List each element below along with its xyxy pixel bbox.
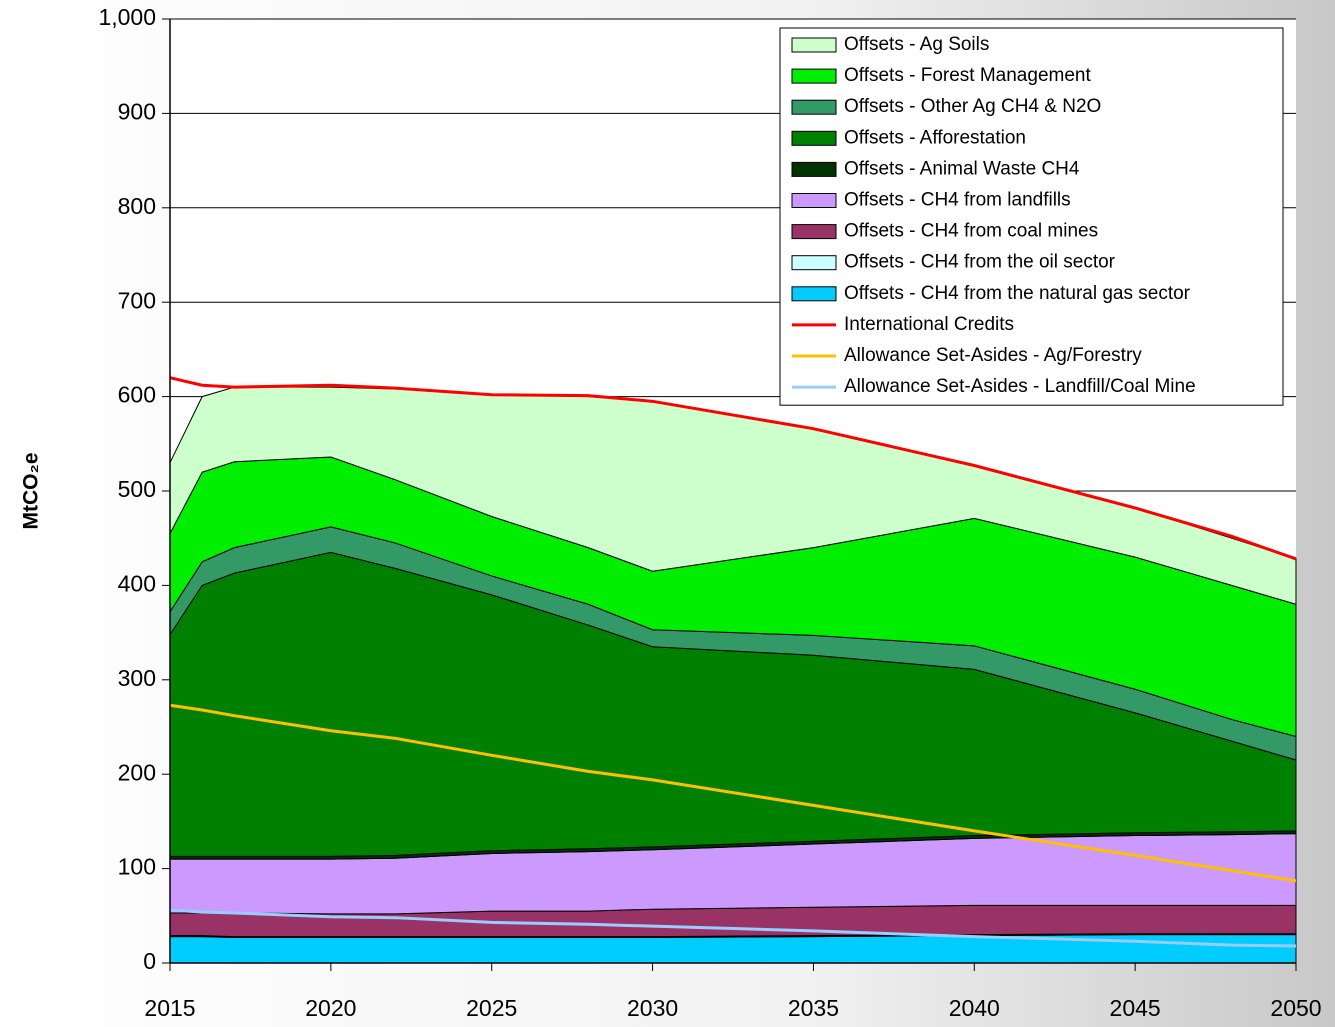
legend-label: Offsets - Animal Waste CH4: [844, 158, 1080, 179]
legend-label: Offsets - Forest Management: [844, 65, 1091, 86]
legend-swatch: [791, 161, 837, 177]
y-tick-label: 100: [118, 854, 156, 880]
x-tick-label: 2040: [949, 995, 1000, 1021]
legend-label: Offsets - CH4 from coal mines: [844, 221, 1098, 242]
line: [169, 376, 1297, 561]
legend-box: [779, 27, 1284, 406]
legend-label: Allowance Set-Asides - Ag/Forestry: [844, 345, 1142, 366]
legend-swatch: [791, 130, 837, 146]
line: [169, 908, 1297, 948]
y-tick-label: 0: [143, 948, 156, 974]
legend-label: International Credits: [844, 314, 1014, 335]
legend-swatch: [791, 193, 837, 208]
legend-swatch: [791, 286, 837, 302]
y-axis-label: MtCO₂e: [20, 453, 43, 530]
legend-swatch: [791, 224, 837, 240]
legend-label: Offsets - CH4 from the natural gas secto…: [844, 283, 1191, 304]
y-tick-label: 700: [118, 287, 156, 313]
area: [169, 934, 1297, 964]
line: [169, 703, 1297, 883]
legend-label: Offsets - Afforestation: [844, 127, 1026, 148]
legend-label: Offsets - Ag Soils: [844, 34, 989, 55]
y-tick-label: 200: [118, 759, 156, 785]
legend-label: Offsets - CH4 from landfills: [844, 190, 1071, 211]
legend-label: Offsets - Other Ag CH4 & N2O: [844, 96, 1101, 117]
y-tick-label: 1,000: [98, 4, 156, 30]
legend-label: Allowance Set-Asides - Landfill/Coal Min…: [844, 376, 1196, 397]
x-tick-label: 2050: [1270, 995, 1321, 1021]
y-tick-label: 400: [118, 570, 156, 596]
legend-label: Offsets - CH4 from the oil sector: [844, 252, 1116, 273]
x-tick-label: 2015: [144, 995, 195, 1021]
x-tick-label: 2035: [788, 995, 839, 1021]
x-tick-label: 2020: [305, 995, 356, 1021]
y-tick-label: 300: [118, 665, 156, 691]
x-tick-label: 2025: [466, 995, 517, 1021]
x-tick-label: 2030: [627, 995, 678, 1021]
y-tick-label: 900: [118, 98, 156, 124]
x-tick-label: 2045: [1110, 995, 1161, 1021]
y-tick-label: 500: [118, 476, 156, 502]
legend-swatch: [791, 68, 837, 84]
y-tick-label: 800: [118, 193, 156, 219]
legend-swatch: [791, 255, 837, 271]
legend-swatch: [791, 37, 837, 53]
legend-swatch: [791, 99, 837, 115]
y-tick-label: 600: [118, 382, 156, 408]
